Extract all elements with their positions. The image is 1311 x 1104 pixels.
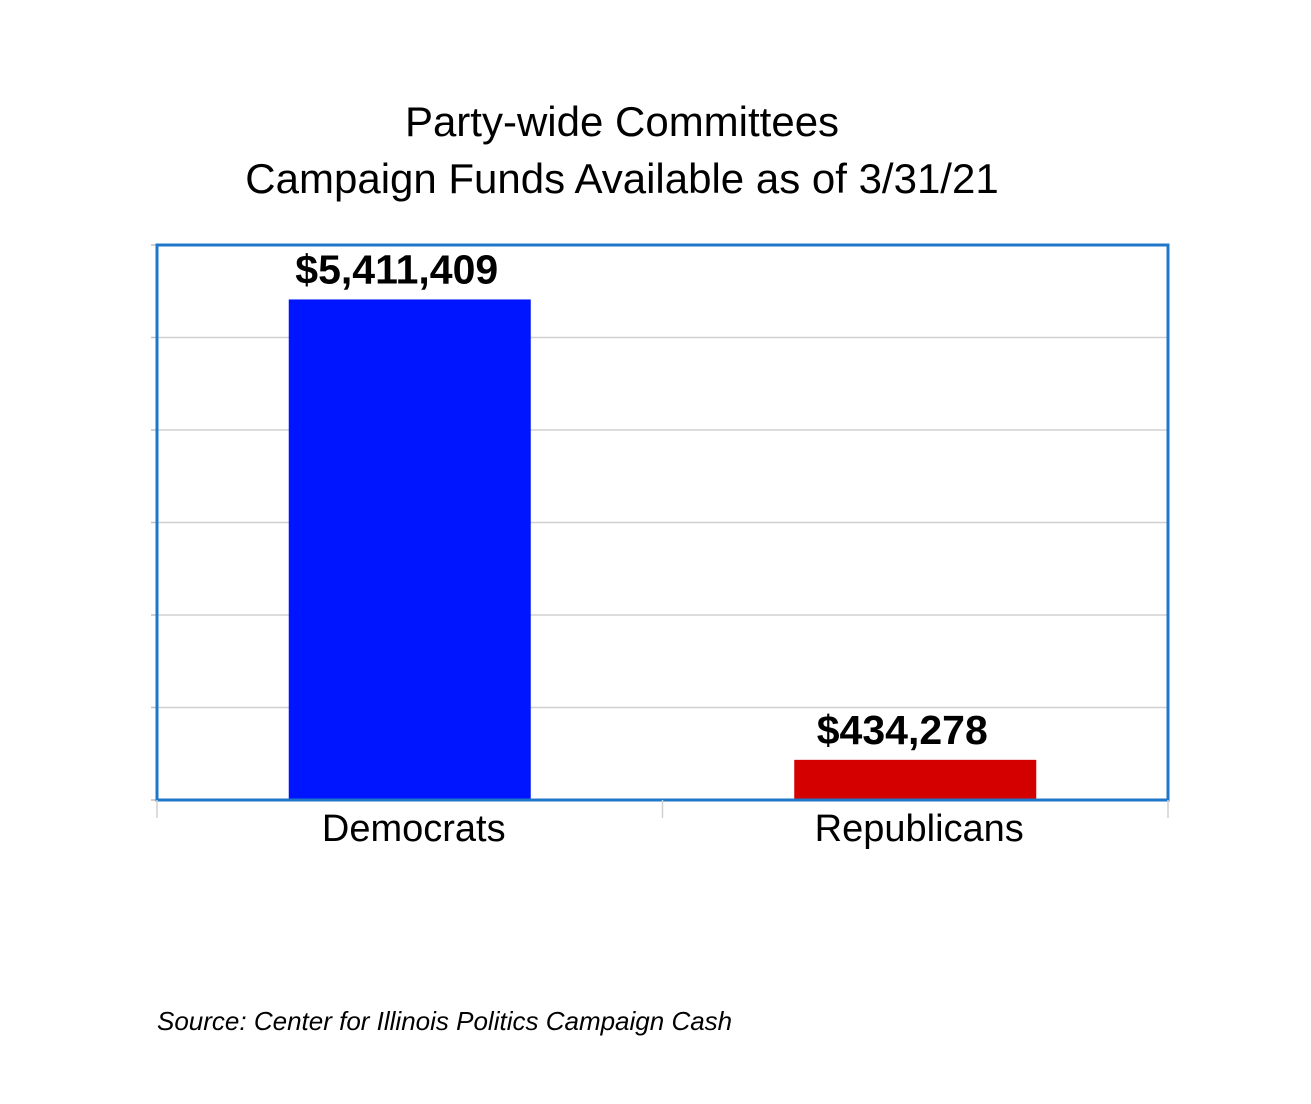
x-axis [156,800,1169,818]
data-label: $5,411,409 [295,246,498,292]
data-label: $434,278 [817,707,988,753]
chart-title-line-2: Campaign Funds Available as of 3/31/21 [245,155,999,202]
bars [288,299,1037,800]
bar-republicans [794,759,1037,800]
source-note: Source: Center for Illinois Politics Cam… [157,1006,733,1036]
chart-title-line-1: Party-wide Committees [404,98,840,145]
bar-democrats [288,299,531,800]
labels: $5,411,409 Democrats $434,278 Republicans [295,246,1024,850]
x-tick-label: Democrats [322,808,506,850]
x-tick-label: Republicans [815,808,1024,850]
